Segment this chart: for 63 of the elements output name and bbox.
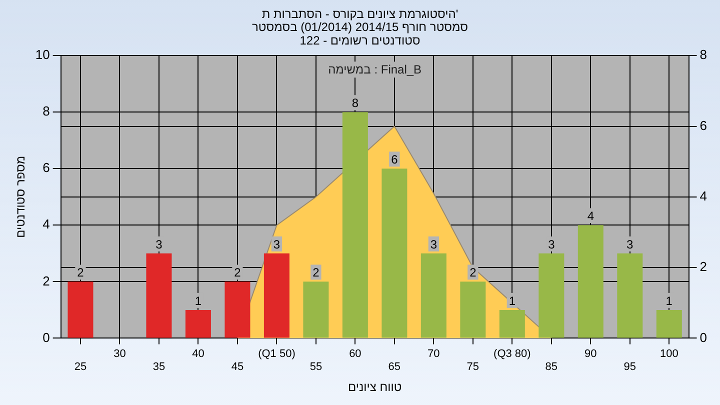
x-axis-title: טווח ציונים <box>348 380 402 394</box>
y-tick-label: 2 <box>42 273 50 288</box>
y-tick-label: 0 <box>42 330 50 345</box>
bar <box>224 282 250 338</box>
y2-tick-label: 0 <box>700 330 708 345</box>
x-tick-label: 60 <box>349 348 362 360</box>
y2-tick-label: 4 <box>700 188 708 204</box>
data-label: 8 <box>352 96 359 110</box>
data-label: 4 <box>587 209 594 224</box>
x-tick-label: (Q3 80) <box>494 348 531 360</box>
x-tick-label: 100 <box>660 348 678 360</box>
x-tick-label: 70 <box>428 348 440 360</box>
x-tick-label: 30 <box>114 348 126 360</box>
y-tick-label: 10 <box>35 47 50 62</box>
data-label: 1 <box>666 294 673 308</box>
y2-tick-label: 8 <box>700 47 708 62</box>
x-tick-label: 95 <box>624 361 636 374</box>
data-label: 2 <box>77 266 84 280</box>
bar <box>656 310 682 338</box>
x-tick-label: 75 <box>466 361 480 374</box>
data-label: 3 <box>273 237 280 252</box>
y-tick-label: 8 <box>42 104 50 119</box>
bar <box>617 253 643 338</box>
y-axis-title: מספר סטודנטים <box>14 156 28 238</box>
bar <box>460 282 486 338</box>
text: 122 - סטודנטים רשומים <box>300 33 420 48</box>
bar <box>146 253 172 338</box>
data-label: 6 <box>391 152 398 167</box>
annotation: במשימה : Final_B <box>328 62 422 77</box>
x-tick-label: 25 <box>74 361 87 374</box>
data-label: 2 <box>234 266 242 280</box>
text: היסטוגרמת ציונים בקורס - הסתברות ת' <box>262 6 458 21</box>
y-tick-label: 4 <box>42 216 50 232</box>
x-tick-label: 85 <box>545 361 558 374</box>
bar <box>185 310 211 338</box>
data-label: 1 <box>194 294 202 308</box>
bar <box>578 225 604 338</box>
data-label: 3 <box>548 237 556 252</box>
bar <box>538 253 564 338</box>
y2-tick-label: 6 <box>700 118 708 133</box>
data-label: 3 <box>156 237 163 252</box>
text: סמסטר חורף 2014/15 (01/2014) בסמסטר <box>252 20 468 34</box>
bar <box>303 282 329 338</box>
y-tick-label: 6 <box>42 160 50 176</box>
data-label: 1 <box>508 294 516 308</box>
bar <box>264 253 290 338</box>
data-label: 3 <box>430 237 438 252</box>
data-label: 2 <box>312 266 320 280</box>
bar <box>420 253 446 338</box>
x-tick-label: 45 <box>231 361 244 374</box>
bar <box>382 168 408 338</box>
bar <box>68 282 94 338</box>
x-tick-label: 40 <box>192 348 204 360</box>
x-tick-label: (Q1 50) <box>258 348 296 360</box>
x-tick-label: 55 <box>310 361 322 374</box>
x-tick-label: 65 <box>388 361 401 374</box>
x-tick-label: 90 <box>584 348 597 360</box>
y2-tick-label: 2 <box>700 259 708 274</box>
data-label: 3 <box>626 237 634 252</box>
x-tick-label: 35 <box>152 361 166 374</box>
bar <box>342 112 368 338</box>
bar <box>499 310 525 338</box>
data-label: 2 <box>470 266 477 280</box>
